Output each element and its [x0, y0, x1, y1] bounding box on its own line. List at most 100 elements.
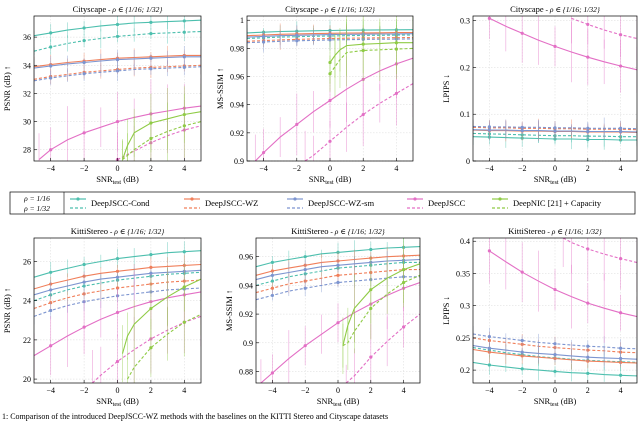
x-axis-label: SNRtest (dB): [96, 174, 139, 186]
x-tick-label: 2: [149, 164, 153, 173]
chart-title: Cityscape - ρ ∈ {1/16; 1/32}: [73, 4, 163, 14]
chart-title: Cityscape - ρ ∈ {1/16; 1/32}: [285, 4, 375, 14]
series-deepjscc-wz-rho-1-32-line: [247, 36, 413, 42]
series-deepjscc-rho-1-16-point: [619, 64, 623, 68]
chart-title: KittiStereo - ρ ∈ {1/16; 1/32}: [508, 226, 602, 236]
series-deepjscc-rho-1-32-line: [304, 83, 413, 161]
series-deepjscc-rho-1-32-point: [586, 247, 590, 251]
series-deepjscc-rho-1-16-point: [82, 325, 86, 329]
series-deepjscc-cond-rho-1-32-point: [149, 31, 153, 36]
series-deepjscc-wz-sm-rho-1-16-point: [520, 350, 524, 354]
chart-title-rho: - ρ ∈ {1/16; 1/32}: [106, 5, 162, 14]
series-deepjscc-rho-1-16-point: [487, 16, 491, 20]
series-deepjscc-cond-rho-1-16-point: [487, 363, 491, 367]
chart-title-dataset: KittiStereo: [508, 226, 545, 236]
legend-marker-deepjscc-cond: [76, 197, 80, 201]
y-tick-label: 0.2: [460, 63, 470, 72]
series-deepnic-21-capacity-rho-1-32-point: [361, 48, 365, 53]
x-axis-label-main: SNR: [534, 174, 551, 184]
series-deepjscc-wz-sm-rho-1-16-point: [295, 33, 299, 37]
x-axis-label-unit: (dB): [559, 174, 577, 184]
series-deepnic-21-capacity-rho-1-32-point: [149, 136, 153, 141]
series-deepjscc-wz-sm-rho-1-32-point: [487, 125, 491, 129]
series-deepjscc-rho-1-32-point: [619, 33, 623, 37]
series-deepjscc-cond-rho-1-16-point: [149, 20, 153, 24]
series-deepjscc-cond-rho-1-32-point: [49, 45, 53, 49]
chart-cs-psnr: 28 30 32 34 36 −4 −2 0 2 4 Cityscape - ρ ∈ {1/16; …: [2, 4, 202, 186]
series-deepjscc-wz-sm-rho-1-16-point: [149, 56, 153, 60]
series-deepjscc-wz-sm-rho-1-32-point: [553, 342, 557, 346]
x-axis-label-unit: (dB): [559, 396, 577, 406]
series-deepjscc-wz-sm-rho-1-32-point: [82, 72, 86, 76]
series-deepnic-21-capacity-rho-1-32-point: [328, 72, 332, 76]
y-tick-label: 0.92: [239, 310, 253, 319]
plot-area: [247, 16, 413, 161]
chart-cs-lpips: 0 0.1 0.2 0.3 −4 −2 0 2 4 Cityscape - ρ ∈ {1/16; …: [441, 4, 638, 186]
series-deepjscc-wz-sm-rho-1-32-point: [295, 39, 299, 43]
legend-label-deepjscc: DeepJSCC: [428, 198, 466, 208]
y-tick-label: 0.92: [230, 129, 244, 138]
chart-cs-msssim: 0.9 0.92 0.94 0.96 0.98 1 −4 −2 0 2 4 Cityscape - ρ…: [215, 4, 414, 186]
x-tick-label: 2: [586, 386, 590, 395]
x-tick-label: 0: [116, 164, 120, 173]
series-deepnic-21-capacity-rho-1-32-point: [369, 306, 373, 310]
series-deepjscc-rho-1-16-point: [49, 148, 53, 152]
series-deepjscc-wz-rho-1-32-point: [270, 286, 274, 290]
series-deepjscc-rho-1-16-point: [49, 344, 53, 348]
series-deepjscc-cond-rho-1-16-point: [82, 26, 86, 30]
series-deepjscc-rho-1-16-point: [328, 98, 332, 103]
series-deepjscc-wz-sm-rho-1-32-point: [49, 76, 53, 80]
legend-rho-1-16: ρ = 1/16: [23, 194, 50, 203]
series-deepnic-21-capacity-rho-1-32-line: [127, 313, 201, 380]
chart-title-dataset: KittiStereo: [71, 226, 108, 236]
x-tick-label: 0: [553, 386, 557, 395]
x-tick-label: −4: [485, 164, 494, 173]
legend-label-deepjscc-wz: DeepJSCC-WZ: [205, 198, 258, 208]
series-deepjscc-wz-sm-rho-1-32-point: [182, 65, 186, 69]
y-tick-label: 0.9: [234, 157, 244, 166]
plot-area: [34, 241, 201, 383]
series-deepjscc-wz-sm-rho-1-16-point: [553, 353, 557, 357]
series-deepjscc-cond-rho-1-16-point: [115, 22, 120, 27]
series-deepjscc-rho-1-32-point: [394, 91, 398, 96]
series-deepjscc-wz-rho-1-32-point: [336, 273, 340, 277]
legend-marker-deepjscc-wz-sm: [293, 197, 297, 201]
x-axis-label-sub: test: [333, 402, 342, 408]
y-tick-label: 0.4: [460, 237, 470, 246]
series-deepjscc-rho-1-16-point: [586, 55, 590, 59]
series-deepjscc-cond-rho-1-16-point: [149, 253, 153, 257]
series-deepjscc-cond-rho-1-32-point: [270, 279, 274, 283]
chart-title: KittiStereo - ρ ∈ {1/16; 1/32}: [291, 226, 385, 236]
legend: ρ = 1/16ρ = 1/32 DeepJSCC-Cond DeepJSCC-WZ…: [9, 191, 636, 215]
x-axis-label-unit: (dB): [334, 174, 352, 184]
x-tick-label: 0: [336, 386, 340, 395]
series-deepjscc-wz-sm-rho-1-16-point: [586, 355, 590, 359]
y-axis-label: MS-SSIM ↑: [215, 68, 225, 109]
y-tick-label: 0.2: [460, 366, 470, 375]
series-deepjscc-wz-sm-rho-1-32-point: [336, 280, 340, 285]
y-tick-label: 1: [240, 16, 244, 25]
chart-title-rho: - ρ ∈ {1/16; 1/32}: [108, 227, 164, 236]
series-deepjscc-wz-rho-1-16-point: [115, 269, 120, 273]
y-tick-label: 36: [23, 33, 31, 42]
x-axis-label: SNRtest (dB): [534, 396, 577, 408]
series-deepjscc-cond-rho-1-16-point: [49, 31, 53, 35]
series-deepjscc-wz-sm-rho-1-32-point: [115, 69, 120, 73]
x-tick-label: −2: [80, 386, 89, 395]
series-deepjscc-wz-rho-1-32-point: [115, 286, 120, 290]
x-tick-label: −2: [301, 386, 310, 395]
chart-title-rho: - ρ ∈ {1/16; 1/32}: [546, 227, 602, 236]
y-tick-label: 34: [23, 61, 31, 70]
x-axis-label-sub: test: [113, 402, 122, 408]
series-deepjscc-wz-sm-rho-1-32-point: [328, 38, 332, 42]
series-deepnic-21-capacity-rho-1-32-line: [329, 47, 413, 75]
series-deepjscc-rho-1-32-line: [117, 125, 201, 161]
plot-area: [473, 238, 637, 383]
chart-title-dataset: Cityscape: [510, 4, 544, 14]
x-tick-label: −4: [485, 386, 494, 395]
x-tick-label: −4: [46, 386, 55, 395]
figure-caption: 1: Comparison of the introduced DeepJSCC…: [2, 412, 389, 421]
series-deepnic-21-capacity-rho-1-16-line: [329, 42, 413, 63]
chart-title-dataset: Cityscape: [285, 4, 319, 14]
x-tick-label: −4: [268, 386, 277, 395]
